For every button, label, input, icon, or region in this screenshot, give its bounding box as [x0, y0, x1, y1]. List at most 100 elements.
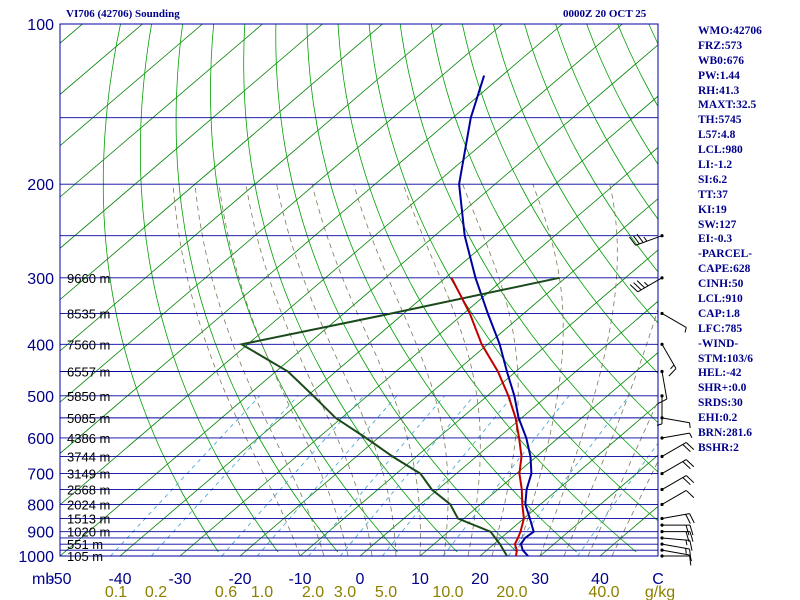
isotherm-line [60, 24, 503, 403]
mixing-ratio-axis: 0.1 0.2 0.6 1.0 2.0 3.0 5.0 10.0 20.0 40.0 g/kg [105, 584, 675, 600]
height-label: 7560 m [67, 337, 110, 352]
dry-adiabat-line [524, 24, 658, 273]
mixing-ratio-tick-label: 1.0 [251, 584, 273, 600]
isotherm-line [539, 454, 658, 556]
height-label: 8535 m [67, 306, 110, 321]
isotherm-line [119, 95, 658, 556]
dry-adiabat-line [461, 24, 658, 374]
sounding-stats-panel: WMO:42706 FRZ:573 WB0:676 PW:1.44 RH:41.3 MAX… [698, 24, 798, 456]
moist-adiabat-line [539, 184, 618, 556]
dry-adiabat-line [430, 24, 658, 424]
height-labels: 9660 m 8535 m 7560 m 6557 m 5850 m 5085 m 4386… [67, 271, 110, 564]
stat-item: CINH:50 [698, 278, 744, 291]
wind-barb [660, 490, 695, 507]
stat-item: BRN:281.6 [698, 427, 752, 440]
pressure-tick-label: 100 [27, 17, 54, 34]
mixing-ratio-tick-label: 5.0 [375, 584, 397, 600]
height-label: 3744 m [67, 449, 110, 464]
dewpoint-trace [238, 276, 560, 556]
dry-adiabat-line [493, 24, 658, 324]
height-label: 551 m [67, 537, 103, 552]
mixing-ratio-line [442, 395, 570, 556]
stat-item: -PARCEL- [698, 248, 753, 261]
wind-barb [660, 342, 677, 377]
dry-adiabat-line [586, 24, 658, 165]
temperature-tick-label: -40 [108, 571, 131, 588]
pressure-axis: 100 200 300 400 500 600 700 800 900 1000 [18, 17, 54, 566]
stat-item: TH:5745 [698, 114, 742, 127]
stat-item: SW:127 [698, 218, 737, 231]
stat-item: WB0:676 [698, 54, 744, 67]
isotherm-line [299, 249, 658, 556]
temperature-tick-label: -30 [168, 571, 191, 588]
temperature-tick-label: -20 [228, 571, 251, 588]
isotherm-line [60, 24, 443, 352]
dry-adiabat-line [555, 24, 658, 220]
mixing-ratio-tick-label: 0.6 [215, 584, 237, 600]
stat-item: EI:-0.3 [698, 233, 733, 246]
stat-item: MAXT:32.5 [698, 99, 757, 112]
stat-item: FRZ:573 [698, 39, 743, 52]
dry-adiabat-line [337, 24, 637, 553]
plot-frame [59, 23, 659, 557]
dry-adiabat-line [275, 24, 518, 553]
pressure-tick-label: 800 [27, 497, 54, 514]
stat-item: TT:37 [698, 188, 728, 201]
stat-item: RH:41.3 [698, 84, 740, 97]
dry-adiabat-line [243, 24, 458, 553]
wind-barb [660, 542, 692, 560]
temperature-axis: mb-50 -40 -30 -20 -10 0 10 20 30 40 C [32, 571, 664, 588]
sounding-traces [238, 75, 560, 556]
mixing-ratio-tick-label: 20.0 [496, 584, 527, 600]
stat-item: LFC:785 [698, 322, 743, 335]
wind-barb [660, 416, 691, 428]
stat-item: HEL:-42 [698, 367, 742, 380]
pressure-tick-label: 600 [27, 431, 54, 448]
stat-item: LCL:910 [698, 293, 743, 306]
isotherm-line [419, 352, 658, 556]
isotherm-line [479, 403, 658, 556]
wind-barb [629, 233, 664, 246]
height-label: 4386 m [67, 431, 110, 446]
isotherm-line [359, 300, 658, 556]
mixing-ratio-line [256, 395, 398, 556]
temperature-trace [458, 75, 535, 556]
stat-item: -WIND- [698, 337, 739, 350]
mixing-ratio-tick-label: 0.2 [145, 584, 167, 600]
temperature-tick-label: 30 [531, 571, 549, 588]
stat-item: EHI:0.2 [698, 412, 738, 425]
temperature-tick-label: -10 [288, 571, 311, 588]
height-label: 1513 m [67, 511, 110, 526]
wind-barbs [629, 233, 695, 566]
moist-adiabat-line [611, 460, 658, 556]
temperature-tick-label: 20 [471, 571, 489, 588]
height-label: 5850 m [67, 389, 110, 404]
pressure-tick-label: 900 [27, 525, 54, 542]
pressure-tick-label: 500 [27, 389, 54, 406]
mixing-ratio-tick-label: 10.0 [432, 584, 463, 600]
dry-adiabat-line [399, 24, 658, 473]
stat-item: L57:4.8 [698, 129, 736, 142]
stat-item: STM:103/6 [698, 352, 753, 365]
temperature-unit-label: C [652, 571, 664, 588]
mixing-ratio-tick-label: 2.0 [302, 584, 324, 600]
mixing-ratio-tick-label: 0.1 [105, 584, 127, 600]
stat-item: SI:6.2 [698, 173, 728, 186]
mixing-ratio-tick-label: 3.0 [334, 584, 356, 600]
mixing-ratio-tick-label: 40.0 [588, 584, 619, 600]
stat-item: KI:19 [698, 203, 727, 216]
wind-barb [660, 536, 693, 551]
pressure-tick-label: 200 [27, 177, 54, 194]
mixing-ratio-line [381, 395, 514, 556]
isotherm-line [60, 24, 263, 198]
isotherm-line [60, 24, 383, 301]
temperature-axis-label: mb [32, 571, 54, 588]
isotherm-line [60, 24, 203, 147]
wind-barb [660, 432, 693, 440]
height-label: 105 m [67, 549, 103, 564]
temperature-tick-label: 40 [591, 571, 609, 588]
isotherm-line [60, 24, 563, 454]
height-label: 1020 m [67, 525, 110, 540]
wind-barb [660, 523, 694, 536]
